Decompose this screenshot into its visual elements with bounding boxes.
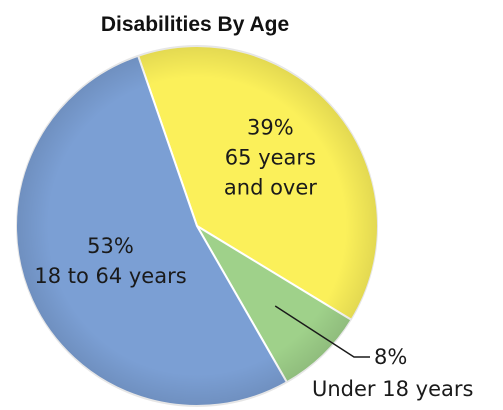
slice-category-label-65-years-and-over: and over: [224, 175, 317, 199]
slice-category-label-under-18-years: Under 18 years: [312, 377, 473, 401]
slice-value-label-18-to-64-years: 53%: [87, 234, 134, 258]
slice-value-label-65-years-and-over: 39%: [247, 115, 294, 139]
slice-value-label-under-18-years: 8%: [374, 345, 407, 369]
leader-line-under-18-years: [274, 305, 370, 358]
slice-labels: 39% 65 years and over 8% Under 18 years 53% 18…: [34, 115, 473, 401]
slice-category-label-18-to-64-years: 18 to 64 years: [34, 264, 186, 288]
pie-slices: [15, 45, 379, 407]
chart-title: Disabilities By Age: [101, 13, 289, 36]
slice-category-label-65-years-and-over: 65 years: [225, 145, 316, 169]
